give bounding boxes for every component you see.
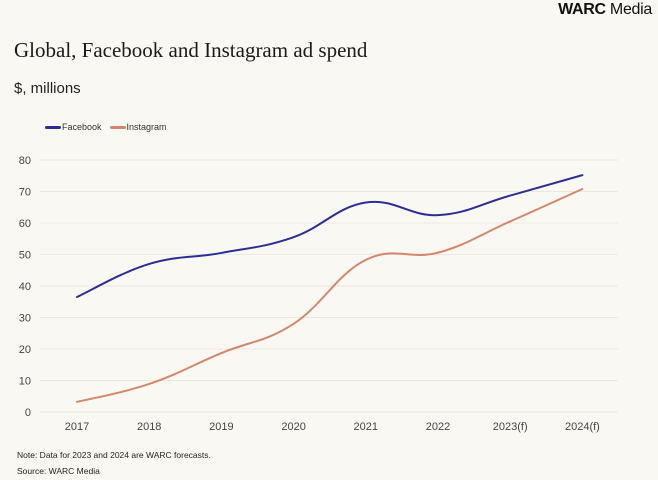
legend-item-facebook: Facebook	[45, 122, 102, 132]
y-tick-label: 0	[25, 407, 31, 419]
x-tick-label: 2024(f)	[565, 421, 600, 433]
x-tick-label: 2017	[65, 421, 89, 433]
chart-subtitle: $, millions	[14, 80, 81, 97]
legend-swatch-instagram	[109, 125, 126, 129]
legend-label-facebook: Facebook	[62, 122, 102, 132]
brand-bold: WARC	[558, 1, 606, 18]
chart-note: Note: Data for 2023 and 2024 are WARC fo…	[17, 450, 211, 460]
brand-rest: Media	[605, 1, 652, 18]
y-tick-label: 40	[19, 281, 31, 293]
series-line-instagram	[76, 187, 584, 403]
x-tick-label: 2022	[426, 421, 450, 433]
x-tick-label: 2023(f)	[493, 421, 528, 433]
x-tick-label: 2021	[354, 421, 378, 433]
legend-swatch-facebook	[45, 125, 61, 129]
x-tick-label: 2019	[209, 421, 233, 433]
y-tick-label: 80	[19, 155, 31, 167]
legend-item-instagram: Instagram	[109, 122, 167, 132]
chart-title: Global, Facebook and Instagram ad spend	[14, 38, 368, 62]
series-line-facebook	[76, 174, 584, 299]
x-tick-label: 2018	[137, 421, 161, 433]
legend-label-instagram: Instagram	[126, 122, 167, 132]
y-tick-label: 30	[19, 313, 31, 325]
y-tick-label: 20	[19, 344, 31, 356]
brand-logo: WARC Media	[558, 1, 652, 19]
y-tick-label: 50	[19, 250, 31, 262]
chart-source: Source: WARC Media	[17, 466, 100, 476]
y-tick-label: 60	[19, 218, 31, 230]
legend: Facebook Instagram	[45, 122, 167, 132]
y-tick-label: 70	[19, 187, 31, 199]
x-tick-label: 2020	[281, 421, 305, 433]
y-tick-label: 10	[19, 376, 31, 388]
